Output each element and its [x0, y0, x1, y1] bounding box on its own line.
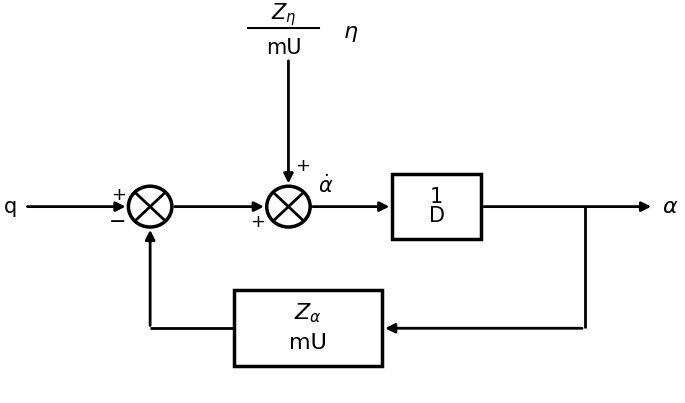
Text: 1: 1 — [430, 187, 443, 207]
Bar — [234, 290, 382, 366]
Text: +: + — [112, 187, 127, 204]
Bar — [393, 174, 481, 239]
Text: $\dot{\alpha}$: $\dot{\alpha}$ — [318, 174, 334, 197]
Text: +: + — [250, 213, 264, 231]
Text: D: D — [429, 206, 445, 226]
Text: mU: mU — [289, 333, 327, 353]
Text: η: η — [344, 22, 358, 42]
Text: α: α — [662, 197, 677, 217]
Text: −: − — [109, 212, 127, 232]
Text: q: q — [3, 197, 16, 217]
Text: mU: mU — [266, 37, 301, 58]
Text: $Z_\eta$: $Z_\eta$ — [271, 2, 297, 28]
Text: +: + — [295, 157, 310, 175]
Text: $Z_\alpha$: $Z_\alpha$ — [295, 301, 322, 325]
